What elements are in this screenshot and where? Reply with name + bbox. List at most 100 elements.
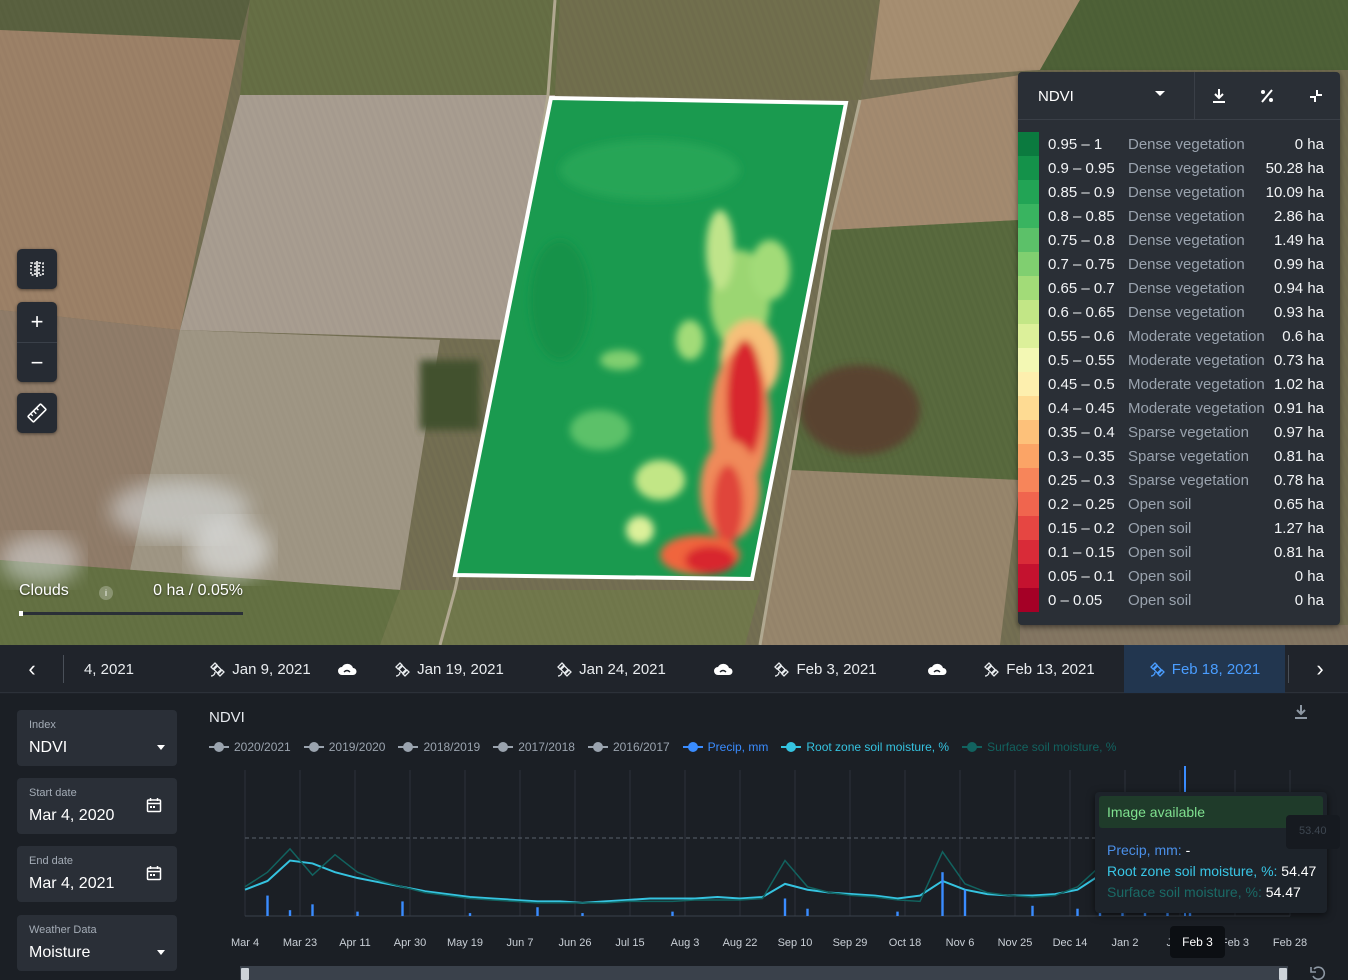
timeline-date[interactable]: Feb 18, 2021 — [1124, 645, 1285, 693]
info-icon[interactable]: i — [99, 586, 113, 600]
timeline-prev-button[interactable]: ‹ — [28, 656, 36, 681]
legend-area: 1.02 ha — [1273, 376, 1324, 393]
index-value: NDVI — [29, 739, 68, 756]
timeline-date[interactable]: 4, 2021 — [64, 645, 154, 693]
ruler-icon[interactable] — [17, 393, 57, 433]
legend-range: 0.55 – 0.6 — [1048, 328, 1115, 345]
range-start-handle[interactable] — [241, 968, 249, 980]
ruler-tool[interactable] — [17, 393, 57, 433]
chart-legend-label: Precip, mm — [707, 740, 769, 754]
chart-legend-item[interactable]: Root zone soil moisture, % — [781, 740, 949, 754]
legend-rows: 0.95 – 1 Dense vegetation 0 ha 0.9 – 0.95 De… — [1018, 132, 1340, 612]
chart-legend-item[interactable]: 2019/2020 — [303, 740, 386, 754]
chart-legend-item[interactable]: 2018/2019 — [398, 740, 480, 754]
x-tick-label: Mar 4 — [231, 937, 259, 949]
start-date-field[interactable]: Start date Mar 4, 2020 — [17, 778, 177, 834]
end-date-field[interactable]: End date Mar 4, 2021 — [17, 846, 177, 902]
chart-legend-item[interactable]: 2016/2017 — [587, 740, 670, 754]
x-tick-label: Nov 6 — [946, 937, 975, 949]
legend-class: Dense vegetation — [1128, 256, 1245, 273]
legend-area: 1.27 ha — [1273, 520, 1324, 537]
chart-legend-label: 2017/2018 — [518, 740, 575, 754]
legend-class: Open soil — [1128, 592, 1192, 609]
tooltip-precip: Precip, mm: - — [1107, 842, 1190, 858]
timeline-cloudy-date[interactable] — [910, 645, 970, 693]
precip-bar — [671, 911, 674, 916]
precip-bar — [468, 913, 472, 916]
compare-tool[interactable] — [17, 249, 57, 289]
chevron-down-icon[interactable] — [1155, 91, 1165, 96]
split-view-icon[interactable] — [17, 249, 57, 289]
timeline-cloudy-date[interactable] — [696, 645, 756, 693]
legend-area: 0.99 ha — [1273, 256, 1324, 273]
legend-row: 0.4 – 0.45 Moderate vegetation 0.91 ha — [1018, 396, 1340, 420]
image-available-badge: Image available — [1099, 796, 1323, 828]
chart-legend-label: 2018/2019 — [423, 740, 481, 754]
index-select-value[interactable]: NDVI — [1038, 88, 1074, 105]
weather-data-select[interactable]: Weather Data Moisture — [17, 915, 177, 971]
timeline-date-label: Jan 19, 2021 — [417, 660, 504, 678]
chart-legend-item[interactable]: Surface soil moisture, % — [962, 740, 1116, 754]
legend-range: 0.75 – 0.8 — [1048, 232, 1115, 249]
timeline-date[interactable]: Feb 13, 2021 — [964, 645, 1114, 693]
x-tick-label: Jun 7 — [507, 937, 534, 949]
download-icon[interactable] — [1293, 704, 1309, 725]
chart-legend-item[interactable]: 2020/2021 — [209, 740, 291, 754]
chart-legend-item[interactable]: 2017/2018 — [493, 740, 575, 754]
chart-legend-label: 2019/2020 — [328, 740, 386, 754]
range-end-handle[interactable] — [1279, 968, 1287, 980]
tooltip-surface: Surface soil moisture, %: 54.47 — [1107, 884, 1301, 900]
x-tick-label: Dec 14 — [1053, 937, 1088, 949]
legend-swatch — [1018, 300, 1039, 324]
timeline-date[interactable]: Feb 3, 2021 — [750, 645, 900, 693]
legend-row: 0.05 – 0.1 Open soil 0 ha — [1018, 564, 1340, 588]
map-view[interactable]: + − Clouds i 0 ha / 0.05% NDVI — [0, 0, 1348, 645]
legend-header: NDVI — [1018, 72, 1340, 120]
legend-class: Dense vegetation — [1128, 136, 1245, 153]
legend-area: 0.73 ha — [1273, 352, 1324, 369]
legend-marker — [682, 742, 703, 752]
clouds-indicator: Clouds i 0 ha / 0.05% — [19, 582, 243, 618]
reset-zoom-icon[interactable] — [1310, 966, 1326, 980]
calendar-icon[interactable] — [146, 797, 162, 818]
legend-range: 0.1 – 0.15 — [1048, 544, 1115, 561]
legend-row: 0.85 – 0.9 Dense vegetation 10.09 ha — [1018, 180, 1340, 204]
chart-legend-item[interactable]: Precip, mm — [682, 740, 769, 754]
timeline-next-button[interactable]: › — [1316, 656, 1324, 681]
legend-range: 0.7 – 0.75 — [1048, 256, 1115, 273]
legend-class: Open soil — [1128, 496, 1192, 513]
legend-swatch — [1018, 252, 1039, 276]
legend-row: 0.9 – 0.95 Dense vegetation 50.28 ha — [1018, 156, 1340, 180]
image-timeline: ‹ 4, 2021 Jan 9, 2021 Jan 19, 2021 Jan 24, … — [0, 645, 1348, 693]
chart-range-scrollbar[interactable] — [240, 966, 1288, 980]
cloud-icon — [714, 663, 733, 675]
legend-range: 0.4 – 0.45 — [1048, 400, 1115, 417]
legend-class: Open soil — [1128, 520, 1192, 537]
percent-icon[interactable] — [1255, 84, 1279, 108]
collapse-icon[interactable] — [1304, 84, 1328, 108]
download-icon[interactable] — [1207, 84, 1231, 108]
cloud-icon — [338, 663, 357, 675]
legend-swatch — [1018, 492, 1039, 516]
timeline-cloudy-date[interactable] — [320, 645, 380, 693]
weather-value: Moisture — [29, 944, 91, 961]
legend-marker — [781, 742, 802, 752]
index-select[interactable]: Index NDVI — [17, 710, 177, 766]
series-line — [244, 801, 1191, 904]
legend-swatch — [1018, 540, 1039, 564]
legend-area: 0.91 ha — [1273, 400, 1324, 417]
precip-bar — [401, 901, 404, 916]
timeline-date[interactable]: Jan 19, 2021 — [374, 645, 524, 693]
x-tick-label: Nov 25 — [998, 937, 1033, 949]
legend-swatch — [1018, 444, 1039, 468]
timeline-date[interactable]: Jan 24, 2021 — [536, 645, 686, 693]
timeline-date[interactable]: Jan 9, 2021 — [160, 645, 360, 693]
legend-swatch — [1018, 156, 1039, 180]
zoom-in-button[interactable]: + — [30, 309, 44, 334]
legend-class: Moderate vegetation — [1128, 328, 1265, 345]
zoom-out-button[interactable]: − — [17, 342, 57, 382]
chart-legend-label: 2020/2021 — [234, 740, 291, 754]
precip-bar — [806, 908, 809, 916]
calendar-icon[interactable] — [146, 865, 162, 886]
legend-class: Dense vegetation — [1128, 232, 1245, 249]
